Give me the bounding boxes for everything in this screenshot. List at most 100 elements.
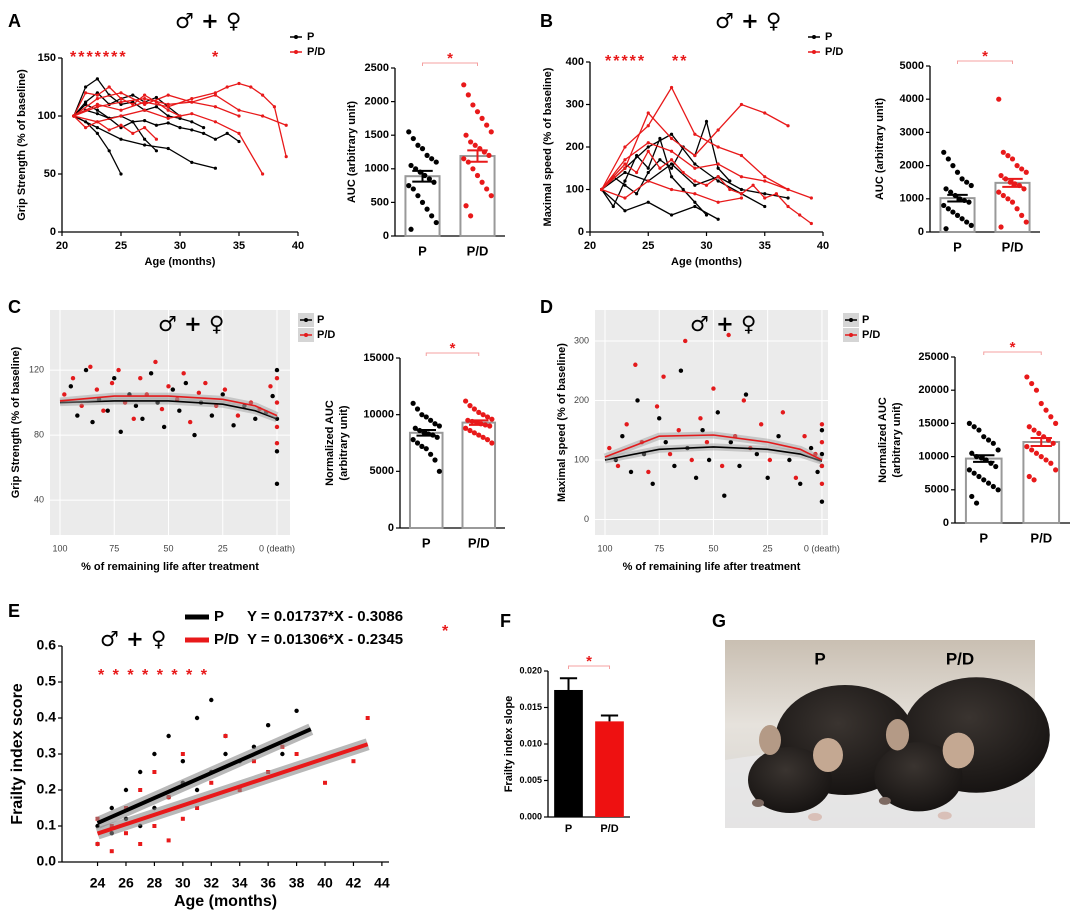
data-point xyxy=(657,416,662,421)
y-axis-label: Normalized AUC xyxy=(877,397,889,483)
data-point xyxy=(154,137,158,141)
x-tick-label: P xyxy=(418,243,427,258)
y-tick-label: 0.020 xyxy=(519,665,542,675)
significance-stars: * * * * * * * * xyxy=(98,667,209,684)
data-point xyxy=(650,481,655,487)
y-tick-label: 0 xyxy=(578,226,584,238)
mouse-ear xyxy=(813,738,843,772)
x-tick-label: 0 (death) xyxy=(259,543,295,553)
data-point xyxy=(600,187,604,192)
legend-marker xyxy=(294,35,298,39)
data-point xyxy=(470,166,476,172)
data-point xyxy=(131,100,135,104)
data-point xyxy=(798,481,803,487)
data-point xyxy=(693,153,697,158)
data-point xyxy=(990,483,996,490)
data-point xyxy=(719,463,725,469)
x-tick-label: P/D xyxy=(468,535,490,550)
y-tick-label: 1500 xyxy=(365,129,389,141)
data-point xyxy=(950,209,956,215)
data-point xyxy=(990,440,996,446)
legend-marker xyxy=(294,50,298,54)
data-point xyxy=(1033,450,1040,456)
data-point xyxy=(68,384,74,389)
data-point xyxy=(166,116,170,120)
data-point xyxy=(945,206,951,212)
mouse-paw xyxy=(937,811,952,820)
data-point xyxy=(623,170,627,175)
x-tick-label: 40 xyxy=(292,240,304,252)
mouse-paw xyxy=(808,813,822,821)
data-point xyxy=(154,95,158,100)
data-point xyxy=(143,143,147,147)
data-point xyxy=(436,423,442,429)
mouse-nose xyxy=(752,799,764,807)
data-point xyxy=(635,192,639,196)
y-tick-label: 0 xyxy=(918,226,924,238)
data-point xyxy=(365,716,370,720)
data-point xyxy=(635,398,640,403)
y-tick-label: 10000 xyxy=(918,451,949,463)
data-point xyxy=(798,213,802,217)
data-line xyxy=(601,133,766,208)
legend-equation: Y = 0.01737*X - 0.3086 xyxy=(247,608,403,625)
data-point xyxy=(192,432,197,438)
data-point xyxy=(410,400,416,406)
data-point xyxy=(166,838,171,843)
data-line xyxy=(73,92,240,117)
data-point xyxy=(1053,467,1059,473)
y-tick-label: 0.3 xyxy=(37,745,57,761)
data-point xyxy=(84,126,88,130)
data-point xyxy=(118,429,123,435)
data-point xyxy=(465,417,471,423)
data-point xyxy=(661,374,666,379)
data-point xyxy=(635,170,639,175)
data-point xyxy=(802,433,807,439)
data-point xyxy=(284,123,288,127)
y-axis-label: Frailty index slope xyxy=(503,696,515,793)
x-tick-label: 44 xyxy=(374,875,390,891)
data-point xyxy=(488,193,494,199)
data-point xyxy=(159,406,165,412)
data-point xyxy=(432,457,438,463)
data-point xyxy=(728,179,732,183)
data-point xyxy=(95,842,100,846)
data-point xyxy=(669,158,674,162)
data-point xyxy=(669,166,674,170)
data-point xyxy=(1050,440,1056,446)
y-tick-label: 0 xyxy=(383,230,389,242)
y-tick-label: 0 xyxy=(943,517,949,529)
data-point xyxy=(166,93,170,97)
data-point xyxy=(426,176,432,182)
data-point xyxy=(607,445,612,451)
data-point xyxy=(467,427,473,434)
y-tick-label: 300 xyxy=(574,335,589,345)
data-point xyxy=(669,162,674,166)
data-point xyxy=(488,129,494,135)
data-point xyxy=(406,129,412,135)
data-point xyxy=(131,120,135,124)
y-tick-label: 3000 xyxy=(900,126,924,138)
data-point xyxy=(786,187,790,192)
data-point xyxy=(423,414,429,420)
data-point xyxy=(700,428,705,433)
data-point xyxy=(624,422,629,427)
x-tick-label: 100 xyxy=(52,543,67,553)
y-tick-label: 200 xyxy=(566,141,584,153)
data-point xyxy=(95,93,99,97)
legend-label: P/D xyxy=(825,46,843,58)
sex-symbol: ♂ + ♀ xyxy=(158,312,224,336)
y-tick-label: 0 xyxy=(50,226,56,238)
data-point xyxy=(479,115,485,121)
data-point xyxy=(728,439,734,445)
data-point xyxy=(809,196,813,200)
data-point xyxy=(414,406,421,412)
data-point xyxy=(194,787,200,793)
data-point xyxy=(213,93,217,97)
x-tick-label: 30 xyxy=(700,240,712,252)
panel-letter: A xyxy=(8,11,21,31)
data-point xyxy=(1014,206,1020,212)
data-point xyxy=(95,97,99,101)
data-point xyxy=(620,433,625,439)
mouse-ear xyxy=(759,725,781,755)
